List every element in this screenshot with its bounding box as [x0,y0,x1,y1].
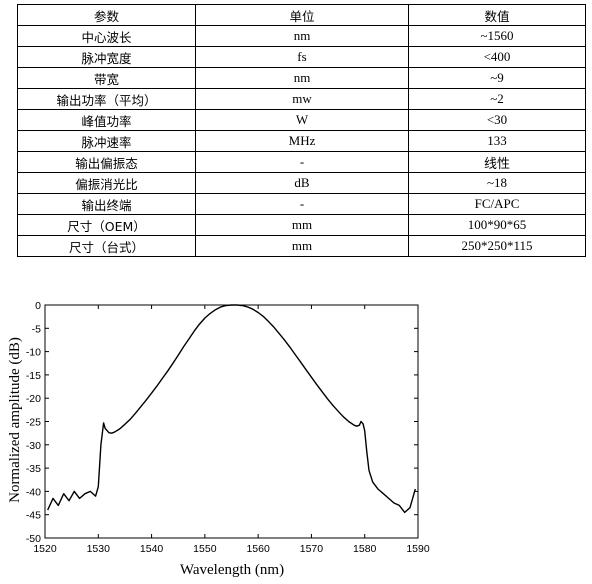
cell-value: 线性 [408,151,586,173]
cell-value: ~1560 [408,25,586,47]
y-tick-label: -10 [26,347,41,359]
cell-parameter: 输出终端 [17,193,196,215]
x-tick-label: 1570 [300,543,324,555]
header-value: 数值 [408,4,586,26]
table-row: 偏振消光比 dB ~18 [17,172,586,194]
cell-unit: fs [195,46,409,68]
table-row: 输出偏振态 - 线性 [17,151,586,173]
spectrum-line [47,304,416,514]
spectrum-chart: 1520 1530 1540 1550 1560 1570 1580 1590 0 -5 -10 -1… [7,300,430,578]
table-body: 中心波长 nm ~1560 脉冲宽度 fs <400 带宽 nm ~9 输出功率（平均） mw ~2 峰… [17,25,586,257]
header-parameter: 参数 [17,4,196,26]
y-tick-label: -30 [26,440,41,452]
cell-unit: MHz [195,130,409,152]
cell-value: <400 [408,46,586,68]
cell-value: <30 [408,109,586,131]
cell-unit: mm [195,235,409,257]
y-tick-label: -40 [26,486,41,498]
x-tick-label: 1580 [353,543,377,555]
cell-value: 250*250*115 [408,235,586,257]
x-tick-label: 1530 [87,543,111,555]
cell-unit: - [195,151,409,173]
cell-value: 133 [408,130,586,152]
x-axis-title: Wavelength (nm) [180,562,284,578]
table-row: 脉冲速率 MHz 133 [17,130,586,152]
cell-parameter: 偏振消光比 [17,172,196,194]
cell-unit: W [195,109,409,131]
cell-parameter: 脉冲速率 [17,130,196,152]
y-tick-label: 0 [35,300,41,312]
cell-value: ~18 [408,172,586,194]
spec-table: 参数 单位 数值 中心波长 nm ~1560 脉冲宽度 fs <400 带宽 nm ~9 输出功率… [17,4,586,257]
x-tick-label: 1540 [140,543,164,555]
table-row: 峰值功率 W <30 [17,109,586,131]
y-tick-label: -50 [26,533,41,545]
table-row: 脉冲宽度 fs <400 [17,46,586,68]
cell-value: ~2 [408,88,586,110]
cell-parameter: 峰值功率 [17,109,196,131]
y-axis-title: Normalized amplitude (dB) [7,337,23,503]
y-tick-label: -25 [26,417,41,429]
cell-parameter: 尺寸（OEM） [17,214,196,236]
cell-unit: mm [195,214,409,236]
table-row: 中心波长 nm ~1560 [17,25,586,47]
cell-parameter: 带宽 [17,67,196,89]
table-row: 尺寸（OEM） mm 100*90*65 [17,214,586,236]
cell-parameter: 中心波长 [17,25,196,47]
cell-unit: nm [195,67,409,89]
plot-frame [44,304,419,539]
cell-value: FC/APC [408,193,586,215]
cell-value: ~9 [408,67,586,89]
y-tick-label: -5 [32,323,41,335]
y-tick-label: -20 [26,393,41,405]
cell-unit: dB [195,172,409,194]
table-row: 输出终端 - FC/APC [17,193,586,215]
x-tick-label: 1590 [406,543,430,555]
y-tick-label: -35 [26,463,41,475]
y-tick-label: -15 [26,370,41,382]
y-tick-label: -45 [26,510,41,522]
header-unit: 单位 [195,4,409,26]
cell-unit: - [195,193,409,215]
cell-unit: nm [195,25,409,47]
plot-area: 1520 1530 1540 1550 1560 1570 1580 1590 0 -5 -10 -1… [26,300,430,555]
x-tick-label: 1520 [33,543,57,555]
cell-unit: mw [195,88,409,110]
cell-parameter: 输出功率（平均） [17,88,196,110]
cell-value: 100*90*65 [408,214,586,236]
table-row: 带宽 nm ~9 [17,67,586,89]
table-header-row: 参数 单位 数值 [17,4,586,26]
cell-parameter: 尺寸（台式） [17,235,196,257]
x-tick-label: 1550 [193,543,217,555]
cell-parameter: 脉冲宽度 [17,46,196,68]
x-tick-label: 1560 [246,543,270,555]
table-row: 尺寸（台式） mm 250*250*115 [17,235,586,257]
table-row: 输出功率（平均） mw ~2 [17,88,586,110]
cell-parameter: 输出偏振态 [17,151,196,173]
